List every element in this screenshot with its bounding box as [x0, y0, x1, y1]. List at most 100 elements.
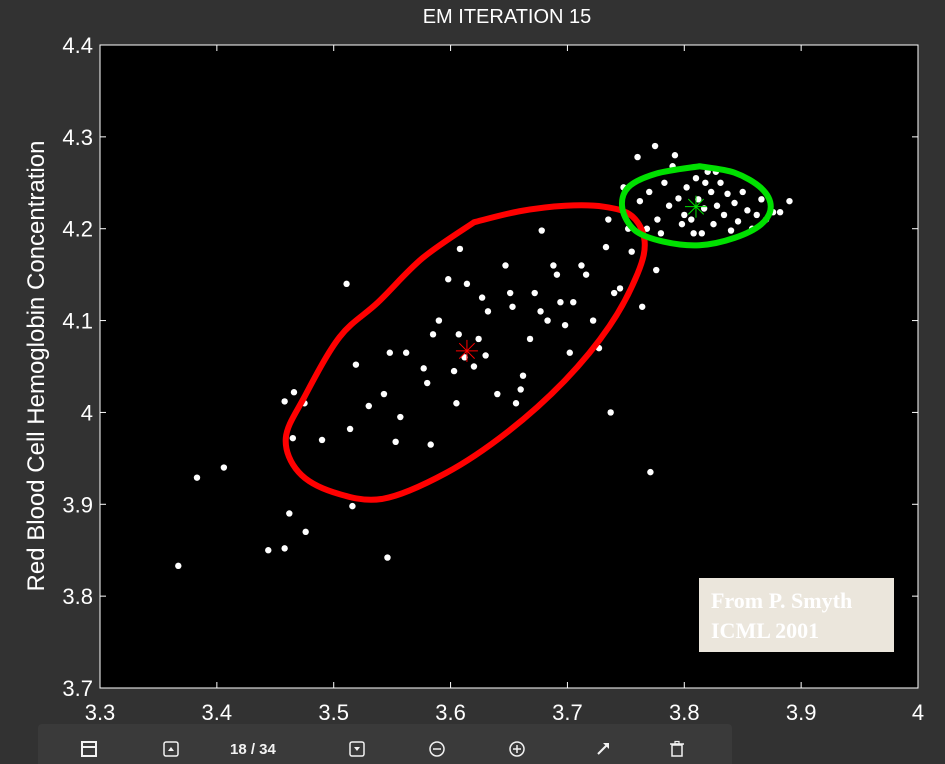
y-tick-label: 4.2 — [62, 217, 93, 242]
data-point — [482, 352, 489, 359]
data-point — [531, 289, 538, 297]
data-point — [470, 363, 478, 370]
data-point — [384, 554, 391, 561]
data-point — [544, 317, 551, 324]
page-down-icon[interactable] — [348, 740, 366, 758]
data-point — [610, 289, 618, 297]
data-point — [318, 436, 326, 444]
data-point — [744, 207, 751, 214]
data-point — [538, 227, 545, 234]
data-point — [634, 153, 641, 161]
data-point — [692, 174, 700, 182]
expand-icon[interactable] — [594, 740, 612, 758]
data-point — [702, 179, 709, 186]
data-point — [392, 438, 399, 446]
data-point — [553, 271, 561, 278]
data-point — [557, 299, 564, 306]
data-point — [402, 349, 410, 356]
data-point — [646, 188, 653, 196]
source-note-line-1: From P. Smyth — [711, 588, 853, 613]
data-point — [290, 389, 298, 396]
data-point — [561, 321, 569, 329]
data-point — [698, 230, 706, 237]
data-point — [713, 202, 721, 209]
data-point — [365, 402, 372, 410]
data-point — [509, 303, 516, 310]
data-point — [537, 308, 544, 315]
data-point — [661, 179, 668, 186]
data-point — [484, 308, 492, 315]
zoom-in-icon[interactable] — [508, 740, 526, 758]
data-point — [349, 502, 356, 510]
data-point — [420, 365, 427, 372]
data-point — [671, 152, 679, 159]
y-tick-label: 4.3 — [62, 125, 93, 150]
source-note-line-2: ICML 2001 — [711, 618, 820, 643]
x-tick-label: 4 — [912, 700, 924, 724]
x-tick-label: 3.5 — [318, 700, 349, 724]
data-point — [683, 184, 690, 191]
page-indicator: 18 / 34 — [230, 741, 276, 758]
y-tick-label: 3.7 — [62, 676, 93, 701]
data-point — [695, 196, 702, 203]
data-point — [456, 245, 464, 253]
data-point — [628, 248, 635, 255]
data-point — [582, 271, 590, 278]
data-point — [758, 196, 765, 203]
data-point — [512, 400, 520, 407]
y-tick-label: 3.8 — [62, 584, 93, 609]
source-note: From P. Smyth ICML 2001 — [699, 578, 894, 652]
page-up-icon[interactable] — [162, 740, 180, 758]
data-point — [651, 142, 659, 150]
data-point — [286, 510, 293, 517]
data-point — [657, 230, 665, 237]
data-point — [566, 349, 573, 356]
data-point — [193, 474, 201, 481]
x-tick-label: 3.7 — [552, 700, 583, 724]
data-point — [653, 266, 660, 274]
data-point — [616, 285, 624, 292]
data-point — [647, 468, 654, 476]
data-point — [435, 317, 443, 324]
x-tick-label: 3.4 — [202, 700, 233, 724]
data-point — [386, 349, 394, 356]
component-center-2 — [684, 195, 707, 218]
data-point — [461, 354, 468, 361]
zoom-out-icon[interactable] — [428, 740, 446, 758]
component-ellipse-1 — [282, 202, 648, 503]
data-point — [681, 211, 688, 219]
x-tick-label: 3.6 — [435, 700, 466, 724]
data-point — [346, 425, 354, 433]
data-point — [665, 202, 673, 209]
data-point — [502, 262, 509, 269]
y-tick-label: 4.4 — [62, 33, 93, 58]
data-point — [289, 434, 297, 442]
x-tick-label: 3.3 — [85, 700, 116, 724]
component-center-1 — [455, 339, 478, 362]
data-point — [343, 280, 350, 288]
data-point — [450, 367, 458, 375]
data-point — [475, 335, 482, 343]
y-axis-label: Red Blood Cell Hemoglobin Concentration — [23, 141, 50, 592]
data-point — [720, 211, 728, 219]
component-ellipse-2 — [618, 163, 774, 249]
data-point — [654, 216, 661, 223]
data-point — [776, 208, 784, 216]
data-point — [526, 335, 534, 343]
x-tick-label: 3.8 — [669, 700, 700, 724]
y-tick-label: 4.1 — [62, 309, 93, 334]
data-point — [602, 243, 610, 251]
scatter-chart: 3.3 3.4 3.5 3.6 3.7 3.8 3.9 4 3.7 3.8 3.9 4 4.1 4.2 4.… — [23, 6, 925, 724]
data-point — [727, 227, 735, 234]
data-point — [786, 197, 793, 205]
data-point — [429, 331, 437, 338]
data-point — [550, 262, 557, 269]
data-point — [494, 390, 501, 398]
data-point — [570, 299, 577, 306]
data-point — [281, 545, 288, 552]
data-point — [707, 188, 715, 196]
delete-icon[interactable] — [668, 740, 686, 758]
panel-icon[interactable] — [80, 740, 98, 758]
data-point — [453, 400, 460, 407]
data-point — [506, 289, 514, 297]
